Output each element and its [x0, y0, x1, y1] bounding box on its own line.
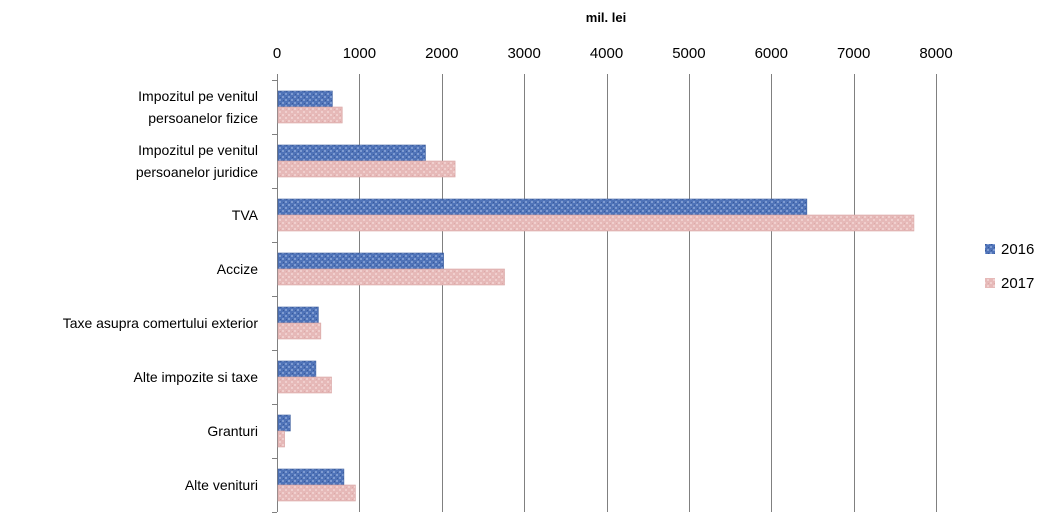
category-label: Impozitul pe venitul	[138, 142, 258, 158]
category-label: Granturi	[207, 423, 258, 439]
legend: 2016 2017	[985, 241, 1034, 292]
bar-2017	[277, 106, 343, 124]
x-axis-title: mil. lei	[586, 10, 626, 25]
x-tick-label: 7000	[837, 45, 870, 62]
bar-2016	[277, 144, 426, 162]
category-label: Alte impozite si taxe	[134, 369, 259, 385]
bar-2017	[277, 484, 356, 502]
x-tick-label: 5000	[672, 45, 705, 62]
bar-2016	[277, 198, 808, 216]
bar-2017	[277, 376, 332, 394]
category-labels: Impozitul pe venitul persoanelor fizice Im…	[63, 88, 259, 493]
x-axis-ticks: 0 1000 2000 3000 4000 5000 6000 7000 8000	[273, 45, 953, 62]
x-tick-label: 0	[273, 45, 281, 62]
legend-label: 2016	[1001, 241, 1034, 258]
x-tick-label: 2000	[425, 45, 458, 62]
category-label: Alte venituri	[185, 477, 258, 493]
legend-swatch-2017	[985, 278, 995, 288]
gridlines	[272, 74, 937, 513]
legend-label: 2017	[1001, 275, 1034, 292]
bar-2016	[277, 468, 345, 486]
x-tick-label: 4000	[590, 45, 623, 62]
bar-2017	[277, 160, 456, 178]
legend-swatch-2016	[985, 244, 995, 254]
bar-2016	[277, 252, 444, 270]
category-label: Accize	[217, 261, 258, 277]
x-tick-label: 3000	[507, 45, 540, 62]
category-label: TVA	[232, 207, 259, 223]
category-label: persoanelor fizice	[148, 110, 258, 126]
bar-2016	[277, 414, 291, 432]
bars	[277, 90, 915, 502]
bar-2017	[277, 268, 505, 286]
bar-2016	[277, 90, 333, 108]
x-tick-label: 1000	[343, 45, 376, 62]
bar-2016	[277, 306, 319, 324]
category-label: Impozitul pe venitul	[138, 88, 258, 104]
bar-2017	[277, 322, 322, 340]
category-label: persoanelor juridice	[136, 164, 258, 180]
bar-2017	[277, 214, 915, 232]
category-label: Taxe asupra comertului exterior	[63, 315, 259, 331]
x-tick-label: 8000	[919, 45, 952, 62]
x-tick-label: 6000	[755, 45, 788, 62]
bar-2016	[277, 360, 317, 378]
bar-2017	[277, 430, 285, 448]
